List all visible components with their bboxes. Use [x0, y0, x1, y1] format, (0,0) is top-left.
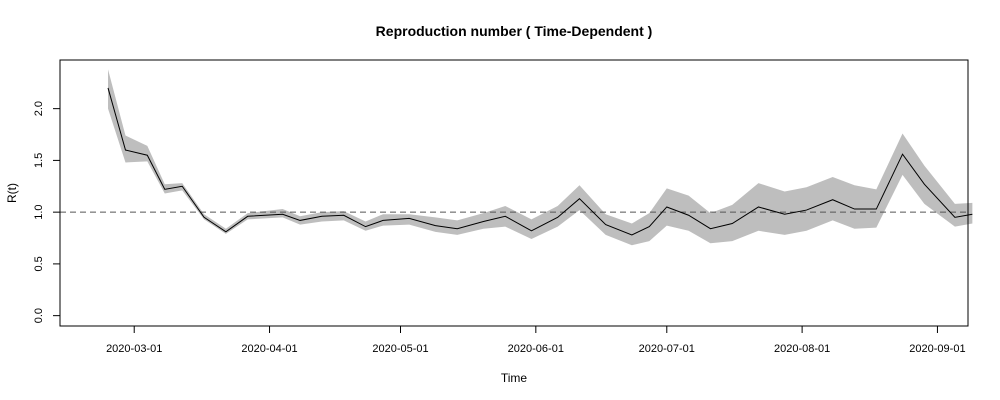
data-point	[530, 229, 533, 232]
data-point	[163, 188, 166, 191]
series-line	[107, 87, 973, 236]
confidence-band	[108, 69, 973, 246]
y-tick-label: 0.5	[33, 256, 45, 271]
y-tick-label: 1.0	[33, 204, 45, 219]
data-point	[687, 214, 690, 217]
x-tick-label: 2020-06-01	[508, 343, 564, 355]
x-axis-label: Time	[501, 371, 528, 385]
data-point	[434, 224, 437, 227]
y-tick-label: 2.0	[33, 101, 45, 116]
data-point	[146, 154, 149, 157]
data-point	[381, 219, 384, 222]
x-tick-label: 2020-07-01	[639, 343, 695, 355]
data-point	[901, 153, 904, 156]
data-point	[630, 233, 633, 236]
data-point	[224, 230, 227, 233]
chart-title: Reproduction number ( Time-Dependent )	[376, 23, 653, 39]
data-point	[757, 205, 760, 208]
data-point	[320, 215, 323, 218]
data-point	[831, 198, 834, 201]
y-axis-label: R(t)	[5, 183, 19, 203]
data-point	[456, 227, 459, 230]
data-point	[923, 183, 926, 186]
x-axis: 2020-03-01 2020-04-01 2020-05-01 2020-06-01…	[106, 325, 966, 355]
data-point	[408, 217, 411, 220]
data-point	[709, 227, 712, 230]
y-axis: 0.0 0.5 1.0 1.5 2.0	[33, 101, 61, 323]
data-point	[783, 213, 786, 216]
data-point	[604, 223, 607, 226]
data-point	[181, 185, 184, 188]
data-point	[482, 220, 485, 223]
data-point	[246, 215, 249, 218]
x-tick-label: 2020-08-01	[774, 343, 830, 355]
confidence-band-layer	[108, 69, 973, 246]
y-tick-label: 0.0	[33, 308, 45, 323]
data-point	[106, 86, 109, 89]
data-point	[953, 216, 956, 219]
data-point	[875, 207, 878, 210]
data-point	[364, 225, 367, 228]
data-point	[202, 216, 205, 219]
data-point	[298, 219, 301, 222]
data-point	[504, 215, 507, 218]
data-point	[731, 222, 734, 225]
data-point	[853, 207, 856, 210]
data-point	[805, 208, 808, 211]
x-tick-label: 2020-05-01	[372, 343, 428, 355]
data-point	[281, 213, 284, 216]
series-line-layer	[106, 86, 974, 236]
data-point	[556, 216, 559, 219]
data-point	[971, 213, 974, 216]
x-tick-label: 2020-09-01	[909, 343, 965, 355]
x-tick-label: 2020-04-01	[241, 343, 297, 355]
data-point	[648, 225, 651, 228]
data-point	[578, 197, 581, 200]
plot-area	[59, 59, 974, 327]
data-point	[665, 205, 668, 208]
data-point	[124, 148, 127, 151]
x-tick-label: 2020-03-01	[106, 343, 162, 355]
data-point	[342, 214, 345, 217]
y-tick-label: 1.5	[33, 153, 45, 168]
